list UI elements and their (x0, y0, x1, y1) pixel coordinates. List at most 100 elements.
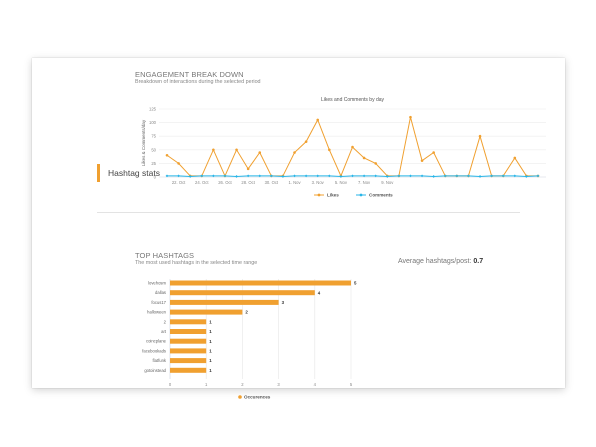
x-tick-label: 3 (277, 382, 280, 387)
data-label: 5 (354, 281, 357, 286)
legend-marker (317, 193, 321, 197)
x-tick-label: 1 (205, 382, 208, 387)
likes-point (420, 159, 424, 162)
comments-point (223, 174, 227, 178)
category-label: facebookads (142, 348, 166, 353)
average-hashtags: Average hashtags/post: 0.7 (398, 258, 483, 265)
hashtag-stats-header: Hashtag stats (97, 164, 520, 182)
legend-label: Likes (327, 193, 339, 198)
data-label: 1 (209, 319, 212, 324)
comments-point (293, 174, 296, 178)
data-label: 1 (209, 329, 212, 334)
comments-point (177, 174, 180, 178)
x-tick-label: 9. Nov (381, 180, 394, 185)
average-hashtags-label: Average hashtags/post: (398, 258, 472, 265)
legend-label: Occurences (244, 395, 271, 400)
data-label: 4 (318, 290, 321, 295)
x-tick-label: 26. Oct (218, 180, 232, 185)
comments-point (455, 174, 459, 178)
comments-point (235, 175, 238, 178)
comments-point (478, 175, 482, 178)
category-label: art (161, 329, 167, 334)
x-tick-label: 28. Oct (241, 180, 255, 185)
hashtag-bar (170, 290, 315, 296)
likes-point (432, 151, 435, 154)
comments-point (409, 174, 412, 178)
data-label: 2 (245, 310, 248, 315)
x-tick-label: 7. Nov (358, 180, 371, 185)
comments-point (200, 174, 204, 178)
comments-point (397, 174, 401, 178)
comments-point (467, 174, 470, 178)
comments-point (327, 174, 331, 178)
hashtag-bar (170, 358, 207, 364)
comments-point (490, 174, 494, 178)
legend-label: Comments (369, 193, 393, 198)
category-label: 2 (164, 319, 167, 324)
likes-point (351, 145, 354, 149)
legend-marker (359, 193, 363, 197)
dashboard-card (32, 58, 565, 388)
category-label: gotoinstead (144, 368, 166, 373)
data-label: 3 (282, 300, 285, 305)
data-label: 1 (209, 339, 212, 344)
header-accent-bar (97, 164, 100, 182)
category-label: dallas (155, 290, 166, 295)
hashtag-stats-title: Hashtag stats (108, 168, 160, 178)
likes-point (328, 148, 331, 152)
likes-point (304, 140, 308, 143)
category-label: focus17 (151, 300, 166, 305)
comments-point (536, 174, 540, 178)
likes-point (409, 115, 412, 119)
top-hashtags-subtitle: The most used hashtags in the selected t… (135, 260, 258, 266)
x-tick-label: 0 (169, 382, 172, 387)
y-tick-label: 125 (149, 107, 157, 112)
likes-point (235, 148, 238, 152)
hashtag-bar (170, 367, 207, 373)
y-tick-label: 100 (149, 120, 157, 125)
chart-title: Likes and Comments by day (321, 97, 385, 103)
x-tick-label: 4 (314, 382, 317, 387)
top-hashtags-title: TOP HASHTAGS (135, 251, 195, 260)
engagement-title: ENGAGEMENT BREAK DOWN (135, 70, 244, 79)
category-label: lovehosm (148, 281, 166, 286)
likes-point (374, 162, 377, 165)
x-tick-label: 5 (350, 382, 353, 387)
comments-point (432, 175, 436, 178)
comments-point (385, 175, 389, 178)
likes-point (316, 118, 320, 122)
category-label: halloween (147, 310, 167, 315)
comments-point (258, 174, 262, 178)
average-hashtags-value: 0.7 (473, 258, 484, 265)
y-tick-label: 0 (154, 175, 157, 180)
comments-point (269, 174, 273, 178)
hashtag-bar (170, 329, 207, 334)
x-tick-label: 2 (241, 382, 244, 387)
hashtag-bar (170, 338, 207, 344)
comments-point (351, 174, 354, 178)
likes-point (212, 148, 215, 152)
comments-point (165, 174, 169, 178)
y-tick-label: 25 (151, 161, 156, 166)
legend-marker (238, 395, 242, 399)
comments-point (420, 174, 424, 178)
likes-point (293, 151, 296, 154)
engagement-subtitle: Breakdown of interactions during the sel… (135, 79, 261, 85)
y-tick-label: 75 (151, 134, 156, 139)
likes-point (513, 156, 517, 160)
x-tick-label: 22. Oct (172, 180, 186, 185)
y-tick-label: 50 (151, 147, 156, 152)
hashtag-bar (170, 280, 351, 286)
category-label: coincplane (146, 339, 167, 344)
data-label: 1 (209, 349, 212, 354)
comments-point (525, 175, 528, 178)
comments-point (501, 174, 505, 178)
data-label: 1 (209, 368, 212, 373)
section-divider (97, 212, 520, 213)
y-axis-label: Likes & Comments/day (141, 119, 146, 166)
hashtag-bar (170, 348, 207, 354)
hashtag-bar (170, 309, 243, 315)
comments-point (374, 174, 378, 178)
